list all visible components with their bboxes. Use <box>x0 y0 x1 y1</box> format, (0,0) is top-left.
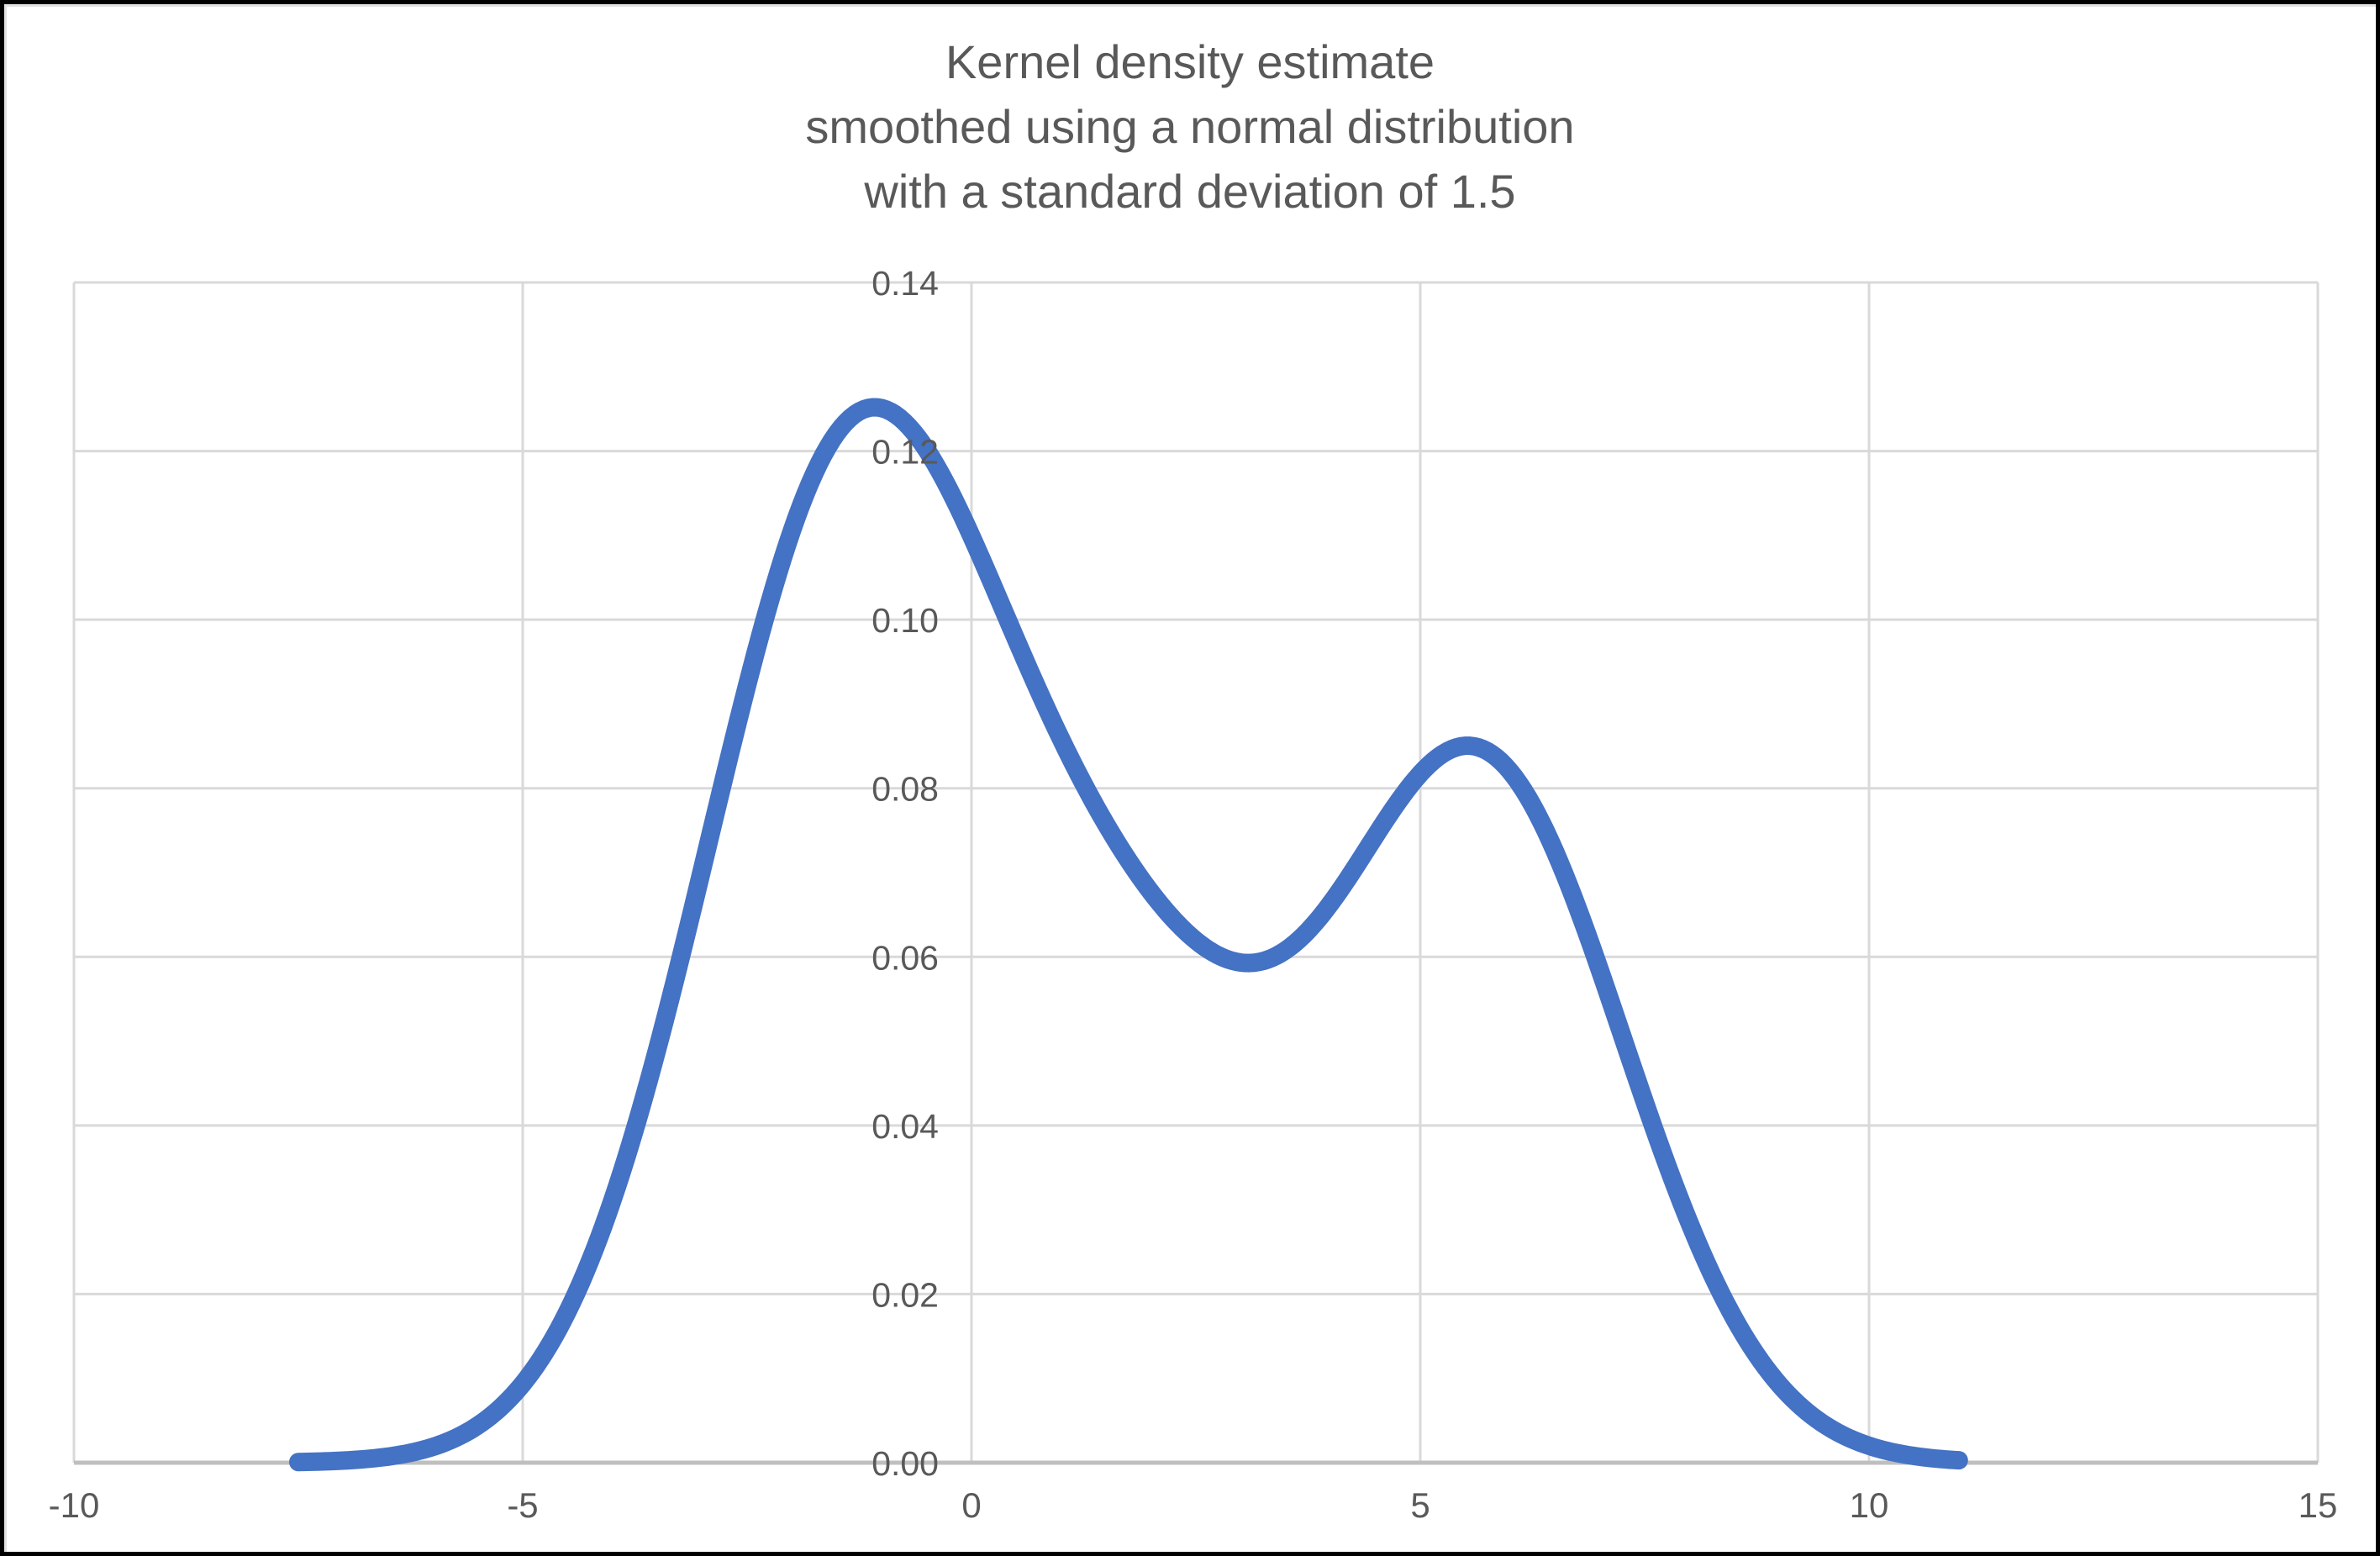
x-tick-label: 15 <box>2298 1485 2338 1525</box>
x-tick-label: 5 <box>1410 1485 1430 1525</box>
y-tick-label: 0.06 <box>871 938 939 977</box>
chart-title: Kernel density estimate smoothed using a… <box>805 35 1575 218</box>
y-tick-label: 0.04 <box>871 1107 939 1146</box>
x-tick-label: 10 <box>1850 1485 1889 1525</box>
x-tick-label: -5 <box>507 1485 538 1525</box>
kde-curve <box>289 398 1968 1472</box>
x-tick-label: 0 <box>961 1485 981 1525</box>
kde-curve-layer <box>289 398 1968 1472</box>
y-tick-label: 0.10 <box>871 601 939 640</box>
y-tick-label: 0.08 <box>871 770 939 809</box>
x-tick-label: -10 <box>49 1485 100 1525</box>
y-tick-label: 0.02 <box>871 1275 939 1314</box>
y-tick-label: 0.12 <box>871 433 939 472</box>
y-tick-label: 0.14 <box>871 264 939 303</box>
kde-chart-plot: 0.00 0.02 0.04 0.06 0.08 0.10 0.12 0.14 -10 -5 0 5 1… <box>49 264 2338 1525</box>
gridlines <box>72 281 2319 1465</box>
tick-labels: 0.00 0.02 0.04 0.06 0.08 0.10 0.12 0.14 -10 -5 0 5 1… <box>49 264 2338 1525</box>
y-tick-label: 0.00 <box>871 1444 939 1483</box>
